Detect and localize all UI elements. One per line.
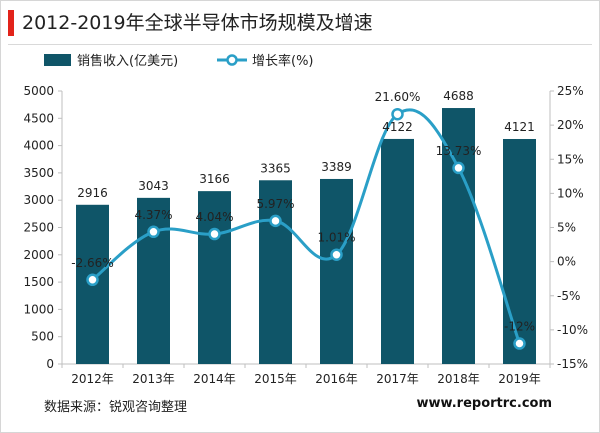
y-right-tick-label: 15% — [557, 152, 584, 166]
growth-rate-point — [147, 225, 160, 239]
growth-rate-point — [452, 161, 465, 175]
y-right-tick-label: 25% — [557, 84, 584, 98]
growth-rate-point — [86, 273, 99, 287]
growth-rate-point — [330, 248, 343, 261]
y-left-tick-label: 3000 — [23, 193, 54, 207]
website-url: www.reportrc.com — [416, 396, 552, 411]
bar — [198, 191, 231, 364]
bar-data-label: 3365 — [260, 161, 291, 175]
growth-data-label: 5.97% — [256, 197, 294, 211]
y-left-tick-label: 2000 — [23, 248, 54, 262]
bar — [320, 178, 353, 364]
y-left-tick-label: 1500 — [23, 275, 54, 289]
y-left-tick-label: 4000 — [23, 139, 54, 153]
legend-label-line: 增长率(%) — [252, 53, 314, 69]
y-right-tick-label: -5% — [557, 289, 580, 303]
bar-data-label: 3389 — [321, 160, 352, 174]
y-right-tick-label: 20% — [557, 118, 584, 132]
y-left-tick-label: 1000 — [23, 302, 54, 316]
growth-data-label: 13.73% — [436, 144, 482, 158]
growth-data-label: 4.04% — [195, 210, 233, 224]
data-source: 数据来源：锐观咨询整理 — [44, 400, 188, 415]
y-left-tick-label: 2500 — [23, 221, 54, 235]
chart-title: 2012-2019年全球半导体市场规模及增速 — [22, 12, 373, 34]
bar — [259, 180, 292, 364]
y-right-tick-label: 0% — [557, 255, 576, 269]
x-tick-label: 2013年 — [132, 372, 175, 386]
y-right-tick-label: -10% — [557, 323, 588, 337]
bar-data-label: 3166 — [199, 172, 230, 186]
y-left-tick-label: 4500 — [23, 111, 54, 125]
x-tick-label: 2017年 — [376, 372, 419, 386]
growth-data-label: -12% — [504, 320, 535, 334]
y-left-tick-label: 3500 — [23, 166, 54, 180]
growth-data-label: 21.60% — [375, 90, 421, 104]
legend-label-bar: 销售收入(亿美元) — [77, 53, 178, 69]
legend-swatch-bar — [44, 54, 71, 66]
title-divider — [8, 44, 592, 45]
x-tick-label: 2012年 — [71, 372, 114, 386]
title-accent-bar — [8, 10, 14, 36]
growth-data-label: -2.66% — [71, 256, 113, 270]
y-right-tick-label: 10% — [557, 186, 584, 200]
y-right-tick-label: -15% — [557, 357, 588, 371]
bar — [503, 138, 536, 364]
growth-data-label: 4.37% — [134, 208, 172, 222]
bar-data-label: 4121 — [504, 120, 535, 134]
legend-swatch-marker — [226, 54, 238, 66]
y-left-tick-label: 5000 — [23, 84, 54, 98]
bar — [381, 138, 414, 364]
bar-data-label: 3043 — [138, 179, 169, 193]
bar-data-label: 4688 — [443, 89, 474, 103]
x-tick-label: 2015年 — [254, 372, 297, 386]
growth-data-label: 1.01% — [317, 231, 355, 245]
y-left-tick-label: 500 — [31, 330, 54, 344]
x-tick-label: 2019年 — [498, 372, 541, 386]
bar-data-label: 4122 — [382, 120, 413, 134]
growth-rate-point — [208, 227, 221, 241]
x-tick-label: 2014年 — [193, 372, 236, 386]
y-right-tick-label: 5% — [557, 221, 576, 235]
y-left-tick-label: 0 — [46, 357, 54, 371]
bar — [137, 197, 170, 364]
growth-rate-point — [391, 107, 404, 121]
growth-rate-point — [269, 214, 282, 228]
x-tick-label: 2016年 — [315, 372, 358, 386]
x-tick-label: 2018年 — [437, 372, 480, 386]
bar-data-label: 2916 — [77, 186, 108, 200]
growth-rate-point — [513, 337, 526, 350]
